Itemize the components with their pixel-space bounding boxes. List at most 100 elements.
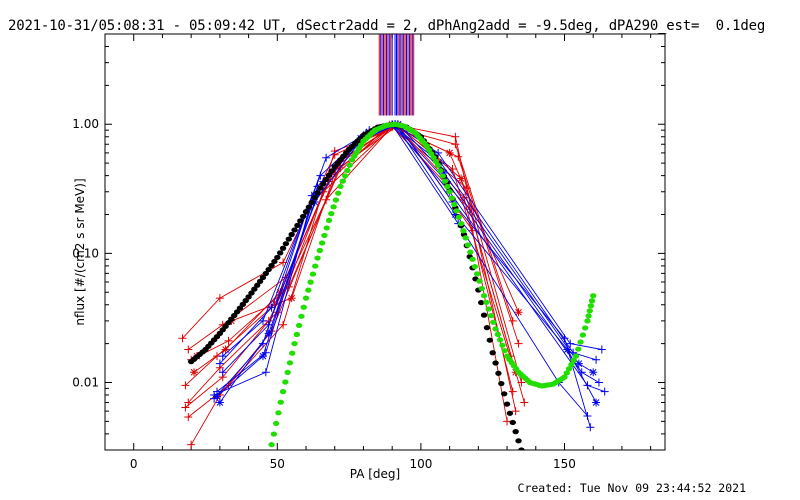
curve-point [512,429,519,435]
curve-point [248,290,255,296]
star-marker-d2 [288,294,296,302]
curve-point [341,173,349,179]
curve-point [581,325,589,331]
curve-point [288,231,295,238]
series-blue-17 [218,120,592,421]
curve-point [441,178,449,184]
curve-point [490,319,497,325]
curve-point [277,399,284,405]
curve-point [498,380,505,387]
curve-point [254,282,261,288]
star-marker-d2 [190,368,198,376]
y-tick-label: 0.01 [72,375,99,389]
curve-point [242,298,249,304]
curve-point [423,143,430,149]
curve-point [565,366,573,372]
chart-data-area [178,34,609,450]
curve-point [451,201,458,208]
curve-point [467,249,474,255]
curve-point [430,154,437,161]
curve-point [239,301,247,307]
x-axis-label: PA [deg] [350,467,400,481]
curve-point [236,305,244,311]
curve-point [448,195,456,201]
curve-point [334,190,342,196]
curve-point [575,346,582,352]
curve-point [259,274,267,281]
curve-point [262,270,270,277]
curve-point [503,401,511,407]
y-tick-label: 0.10 [72,246,99,260]
curve-point [563,370,570,376]
curve-point [298,313,305,319]
curve-point [332,197,340,203]
curve-point [425,147,433,153]
curve-point [268,442,275,448]
curve-point [500,391,508,397]
curve-point [437,168,444,174]
curve-point [314,255,321,261]
curve-point [506,410,514,416]
curve-point [265,266,272,273]
curve-point [270,431,278,437]
curve-point [328,211,335,217]
curve-point [284,369,291,376]
curve-point [285,236,292,242]
x-tick-label: 100 [409,457,432,471]
series-blue-14 [210,120,609,399]
curve-point [323,225,330,231]
curve-point [577,339,584,345]
curve-point [585,313,592,319]
x-tick-label: 50 [270,457,285,471]
curve-point [480,293,488,299]
curve-point [314,190,321,196]
curve-point [496,337,504,343]
created-timestamp: Created: Tue Nov 09 23:44:52 2021 [517,481,746,495]
curve-point [478,299,485,306]
curve-point [268,262,275,269]
curve-point [464,242,472,248]
star-marker-d2 [564,346,571,353]
curve-point [286,360,294,366]
star-marker-d2 [592,399,600,406]
curve-point [586,308,593,314]
curve-point [305,287,312,293]
curve-point [478,285,485,292]
curve-point [568,361,575,368]
curve-point [489,350,496,356]
x-tick-label: 0 [130,457,138,471]
curve-point [471,263,479,270]
curve-point [579,332,587,338]
curve-point [509,419,516,426]
curve-point [346,162,353,168]
curve-point [339,178,346,184]
curve-point [295,322,303,329]
curve-point [302,295,310,301]
curve-point [587,303,595,309]
curve-point [344,167,351,174]
curve-point [328,168,336,174]
curve-point [572,353,580,359]
curve-point [318,240,326,246]
curve-point [476,278,483,284]
curve-point [275,410,282,416]
series-line [219,123,594,403]
x-tick-label: 150 [553,457,576,471]
curve-point [312,263,319,269]
curve-point [300,304,307,310]
series-line [222,124,588,417]
curve-point [492,326,499,332]
curve-point [487,313,495,319]
curve-point [515,438,522,444]
curve-point [325,217,333,224]
reference-curve-green [268,121,597,448]
star-marker-d2 [222,346,229,353]
curve-point [293,331,301,338]
curve-point [302,209,310,215]
curve-point [473,271,481,277]
curve-point [307,279,314,285]
curve-point [274,254,281,261]
curve-point [486,337,494,343]
curve-point [271,258,278,265]
